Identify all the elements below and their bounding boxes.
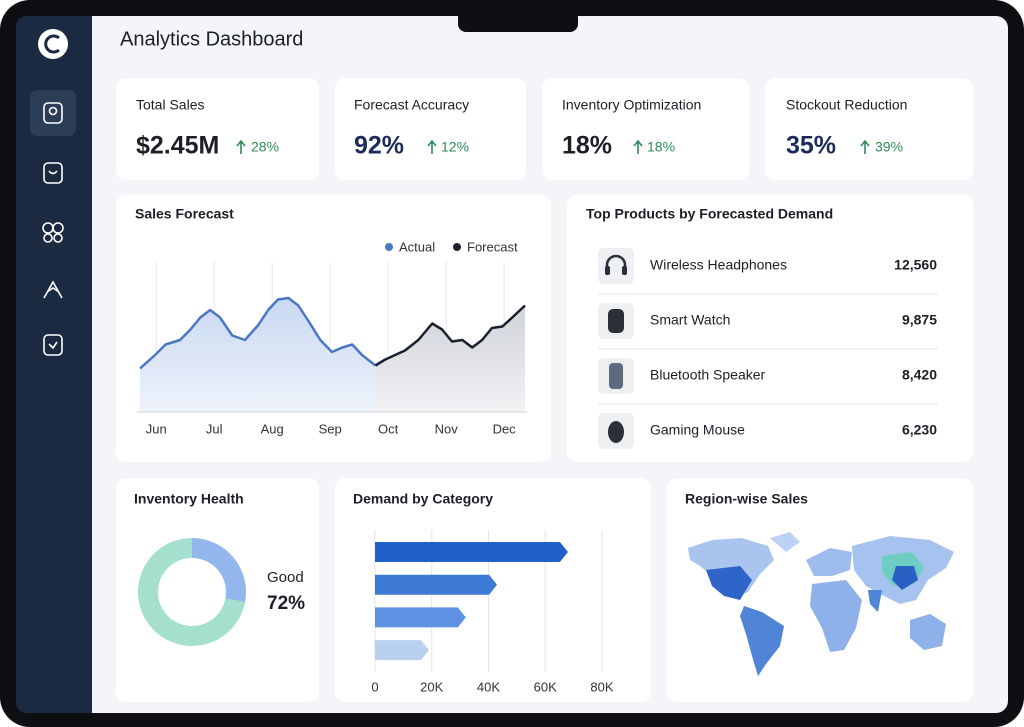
china xyxy=(892,566,918,590)
nav-active[interactable] xyxy=(30,90,76,136)
product-name: Gaming Mouse xyxy=(650,422,745,438)
x-tick-label: 80K xyxy=(590,679,613,694)
kpi-change: 18% xyxy=(647,139,675,155)
up-arrow xyxy=(427,139,437,154)
africa xyxy=(810,580,862,652)
kpi-label: Stockout Reduction xyxy=(786,97,907,113)
nav-icon-profile-head xyxy=(48,106,58,116)
kpi-card xyxy=(542,78,749,180)
card-title: Demand by Category xyxy=(353,491,493,507)
kpi-change: 12% xyxy=(441,139,469,155)
notch xyxy=(458,10,578,32)
x-tick-label: Nov xyxy=(435,421,459,436)
card-title: Inventory Health xyxy=(134,491,244,507)
bar xyxy=(375,542,568,562)
world-map xyxy=(688,532,954,676)
kpi-label: Inventory Optimization xyxy=(562,97,701,113)
x-tick-label: 0 xyxy=(371,679,378,694)
south-america xyxy=(740,606,784,676)
nav-icon-people-c xyxy=(43,233,53,243)
x-tick-label: Jun xyxy=(146,421,167,436)
donut-value: 72% xyxy=(267,593,305,614)
sidebar xyxy=(16,16,92,713)
europe xyxy=(806,548,852,576)
nav-icon-box[interactable] xyxy=(43,162,63,184)
kpi-change: 28% xyxy=(251,139,279,155)
kpi-label: Forecast Accuracy xyxy=(354,97,469,113)
x-tick-label: 20K xyxy=(420,679,443,694)
page-title: Analytics Dashboard xyxy=(120,28,303,50)
area xyxy=(140,298,376,412)
product-name: Bluetooth Speaker xyxy=(650,367,766,383)
x-tick-label: Sep xyxy=(319,421,342,436)
inventory-card xyxy=(116,478,319,702)
kpi-value: 35% xyxy=(786,132,836,160)
speaker-icon xyxy=(609,363,623,389)
india xyxy=(868,590,882,612)
card-title: Top Products by Forecasted Demand xyxy=(586,206,833,222)
greenland xyxy=(770,532,800,552)
line xyxy=(374,304,526,367)
nav-icon-check[interactable] xyxy=(43,334,63,356)
nav-icon-chart[interactable] xyxy=(43,280,63,299)
x-tick-label: Jul xyxy=(206,421,223,436)
nav-icon-profile[interactable] xyxy=(43,102,63,124)
area xyxy=(375,305,525,412)
watch-icon xyxy=(608,309,624,333)
legend-label: Actual xyxy=(399,239,435,254)
kpi-label: Total Sales xyxy=(136,97,204,113)
north-america xyxy=(688,538,774,596)
product-value: 8,420 xyxy=(902,367,937,383)
nav-icon-check-mark xyxy=(48,341,58,350)
up-arrow xyxy=(860,139,870,154)
product-icon-bg xyxy=(598,248,634,284)
legend-label: Forecast xyxy=(467,239,518,254)
product-name: Wireless Headphones xyxy=(650,257,787,273)
logo[interactable] xyxy=(38,29,68,59)
card-title: Region-wise Sales xyxy=(685,491,808,507)
bar xyxy=(375,607,466,628)
nav-icon-box-detail xyxy=(48,170,58,175)
product-name: Smart Watch xyxy=(650,312,730,328)
headphones-icon xyxy=(605,254,627,272)
kpi-card xyxy=(765,78,973,180)
kpi-card xyxy=(116,78,319,180)
nav-icon-people-b xyxy=(52,222,64,234)
logo-mark xyxy=(44,34,60,54)
headphones-cup xyxy=(622,266,627,275)
kpi-value: $2.45M xyxy=(136,132,219,160)
donut-label: Good xyxy=(267,569,304,586)
top-products-card xyxy=(567,195,973,462)
usa xyxy=(706,566,752,600)
product-value: 12,560 xyxy=(894,257,937,273)
x-tick-label: Aug xyxy=(261,421,284,436)
x-tick-label: Dec xyxy=(493,421,517,436)
up-arrow xyxy=(633,139,643,154)
legend-swatch xyxy=(385,243,393,251)
headphones-cup xyxy=(605,266,610,275)
up-arrow xyxy=(236,139,246,154)
card-title: Sales Forecast xyxy=(135,206,234,222)
kpi-value: 92% xyxy=(354,132,404,160)
kpi-value: 18% xyxy=(562,132,612,160)
x-tick-label: 60K xyxy=(534,679,557,694)
donut-segment xyxy=(138,538,246,646)
x-tick-label: Oct xyxy=(378,421,399,436)
donut-segment xyxy=(191,538,246,603)
australia xyxy=(910,614,946,650)
product-icons xyxy=(598,248,634,449)
kpi-card xyxy=(335,78,526,180)
mouse-icon xyxy=(608,421,624,443)
bar xyxy=(375,574,498,595)
bar xyxy=(375,640,429,661)
line xyxy=(139,296,377,370)
nav-icon-people-d xyxy=(53,233,63,243)
kpi-change: 39% xyxy=(875,139,903,155)
x-tick-label: 40K xyxy=(477,679,500,694)
product-value: 9,875 xyxy=(902,312,937,328)
product-value: 6,230 xyxy=(902,422,937,438)
legend-swatch xyxy=(453,243,461,251)
